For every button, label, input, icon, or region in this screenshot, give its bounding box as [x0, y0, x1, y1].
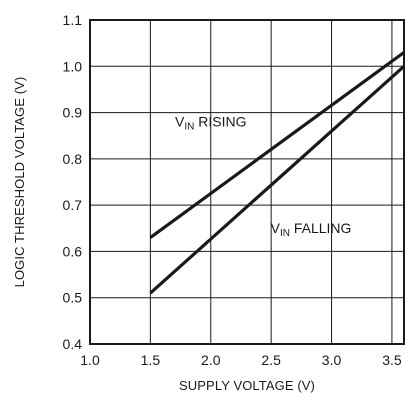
x-tick-label: 3.5 [382, 352, 402, 368]
x-tick-label: 2.0 [201, 352, 221, 368]
y-axis-title: LOGIC THRESHOLD VOLTAGE (V) [12, 77, 27, 288]
y-tick-label: 0.6 [63, 243, 83, 259]
frame-layer [89, 19, 405, 345]
annotation-rest: RISING [194, 113, 246, 129]
x-tick-label: 1.5 [141, 352, 161, 368]
tick-layer: 1.0 1.5 2.0 2.5 3.0 3.5 0.4 0.5 0.6 0.7 0.8 0.9 1.0 1… [63, 12, 402, 368]
annotation-main: V [271, 220, 281, 236]
y-tick-label: 0.9 [63, 105, 83, 121]
x-axis-title: SUPPLY VOLTAGE (V) [179, 378, 315, 393]
x-tick-label: 2.5 [261, 352, 281, 368]
x-tick-label: 3.0 [322, 352, 342, 368]
series-layer [149, 51, 406, 295]
annotation-rest: FALLING [290, 220, 351, 236]
y-tick-label: 0.8 [63, 151, 83, 167]
series-line [149, 65, 406, 295]
series-annotation: VIN RISING [175, 113, 246, 132]
annotation-subscript: IN [184, 121, 194, 132]
series-annotation: VIN FALLING [271, 220, 352, 239]
grid-layer [90, 20, 404, 344]
series-line [149, 51, 405, 239]
x-tick-label: 1.0 [80, 352, 100, 368]
y-tick-label: 0.7 [63, 197, 83, 213]
plot-frame [89, 19, 405, 345]
annotation-subscript: IN [280, 228, 290, 239]
annotation-main: V [175, 113, 185, 129]
y-tick-label: 0.4 [63, 336, 83, 352]
y-tick-label: 1.1 [63, 12, 83, 28]
y-tick-label: 1.0 [63, 58, 83, 74]
y-tick-label: 0.5 [63, 290, 83, 306]
